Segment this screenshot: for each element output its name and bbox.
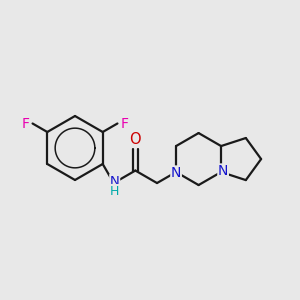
Text: N: N xyxy=(110,175,120,188)
Text: N: N xyxy=(171,166,181,180)
Text: H: H xyxy=(110,184,119,198)
Text: N: N xyxy=(218,164,228,178)
Text: F: F xyxy=(22,116,30,130)
Text: F: F xyxy=(120,116,128,130)
Text: O: O xyxy=(130,132,141,147)
